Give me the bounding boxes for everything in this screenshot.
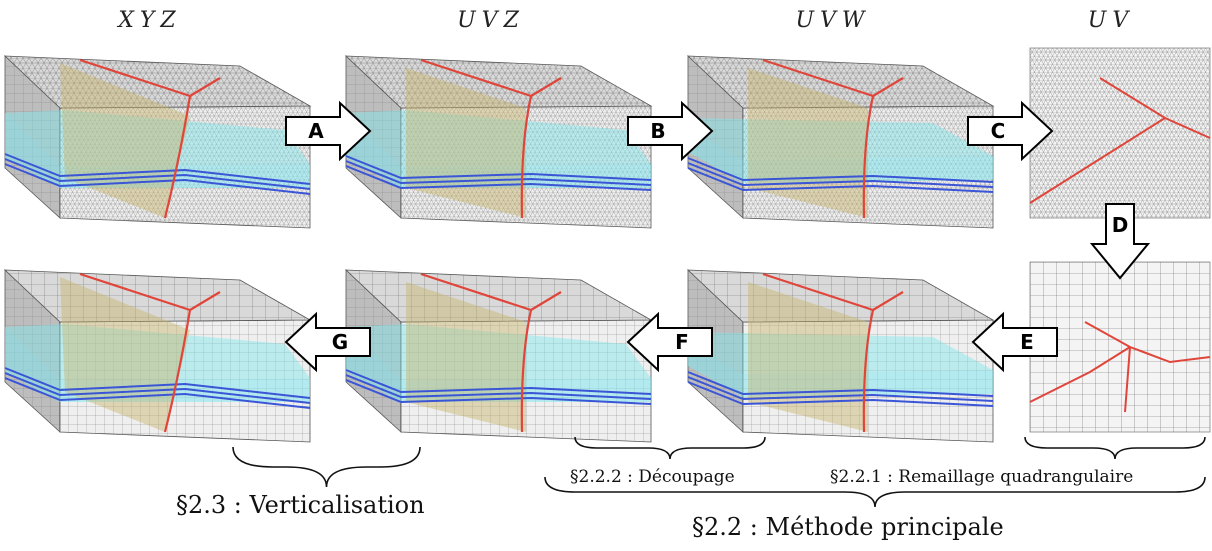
label-verticalisation: §2.3 : Verticalisation [176, 491, 425, 519]
horizon-line [687, 157, 994, 183]
horizon-line [4, 163, 311, 195]
arrow-a: A [285, 100, 372, 162]
fault-trace-2d [1124, 346, 1131, 413]
block-uvw-quad [686, 269, 995, 443]
fault-trace [520, 309, 533, 433]
sediment-layer [5, 327, 310, 402]
brace-verticalisation [232, 446, 421, 488]
horizon-line [687, 162, 994, 188]
step-label: A [308, 119, 324, 143]
column-title-uvz: UVZ [457, 8, 525, 33]
horizon-line [4, 377, 311, 409]
fault-plane [748, 282, 868, 432]
arrow-g: G [284, 311, 371, 373]
horizon-line [687, 376, 994, 402]
label-methode-principale: §2.2 : Méthode principale [692, 513, 1004, 541]
sediment-layer [688, 342, 993, 397]
column-title-xyz: XYZ [118, 8, 182, 33]
fault-trace-2d [1084, 321, 1211, 364]
fault-trace [420, 58, 532, 98]
horizon-line [687, 167, 994, 193]
step-label: D [1112, 213, 1129, 237]
map-uv-quad [1029, 261, 1211, 433]
sediment-layer [5, 113, 310, 188]
horizon-line [345, 374, 652, 400]
brace-remaillage [1024, 436, 1206, 460]
fault-trace-2d [1029, 117, 1166, 204]
sediment-layer [346, 327, 651, 402]
horizon-line [345, 369, 652, 395]
step-label: B [650, 119, 665, 143]
fault-trace [862, 309, 875, 433]
block-uvz-quad [344, 269, 653, 443]
arrow-d: D [1089, 203, 1151, 280]
fault-trace [420, 272, 532, 312]
fault-trace [163, 309, 192, 433]
step-label: C [991, 119, 1006, 143]
arrow-b: B [627, 100, 714, 162]
column-title-uvw: UVW [795, 8, 871, 33]
horizon-line [4, 158, 311, 190]
block-uvw-tri [686, 55, 995, 229]
step-label: E [1020, 330, 1034, 354]
horizon-line [687, 371, 994, 397]
fault-trace [189, 77, 221, 97]
fault-trace [79, 58, 191, 98]
horizon-line [345, 155, 652, 181]
block-uvz-tri [344, 55, 653, 229]
fault-trace-2d [1029, 346, 1131, 403]
sediment-layer [688, 128, 993, 183]
fault-trace [189, 291, 221, 311]
horizon-line [4, 367, 311, 399]
fault-trace [530, 291, 562, 311]
fault-trace [872, 291, 904, 311]
fault-trace [520, 95, 533, 219]
brace-decoupage [574, 436, 766, 460]
sediment-layer [346, 113, 651, 188]
fault-trace [530, 77, 562, 97]
arrow-f: F [626, 311, 713, 373]
horizon-line [345, 160, 652, 186]
horizon-line [4, 372, 311, 404]
block-xyz-tri [3, 55, 312, 229]
horizon-line [687, 381, 994, 407]
fault-trace [862, 95, 875, 219]
fault-trace [762, 58, 874, 98]
step-label: G [332, 330, 348, 354]
fault-plane [748, 68, 868, 218]
column-title-uv: UV [1087, 8, 1135, 33]
fault-trace [79, 272, 191, 312]
fault-trace [163, 95, 192, 219]
label-decoupage: §2.2.2 : Découpage [570, 467, 735, 487]
map-uv-tri [1029, 47, 1211, 219]
arrow-c: C [967, 100, 1054, 162]
horizon-line [345, 165, 652, 191]
brace-methode-principale [544, 476, 1206, 508]
block-xyz-quad [3, 269, 312, 443]
arrow-e: E [971, 311, 1058, 373]
label-remaillage: §2.2.1 : Remaillage quadrangulaire [830, 467, 1134, 487]
fault-trace [762, 272, 874, 312]
horizon-line [345, 379, 652, 405]
fault-trace [872, 77, 904, 97]
step-label: F [675, 330, 689, 354]
horizon-line [4, 153, 311, 185]
